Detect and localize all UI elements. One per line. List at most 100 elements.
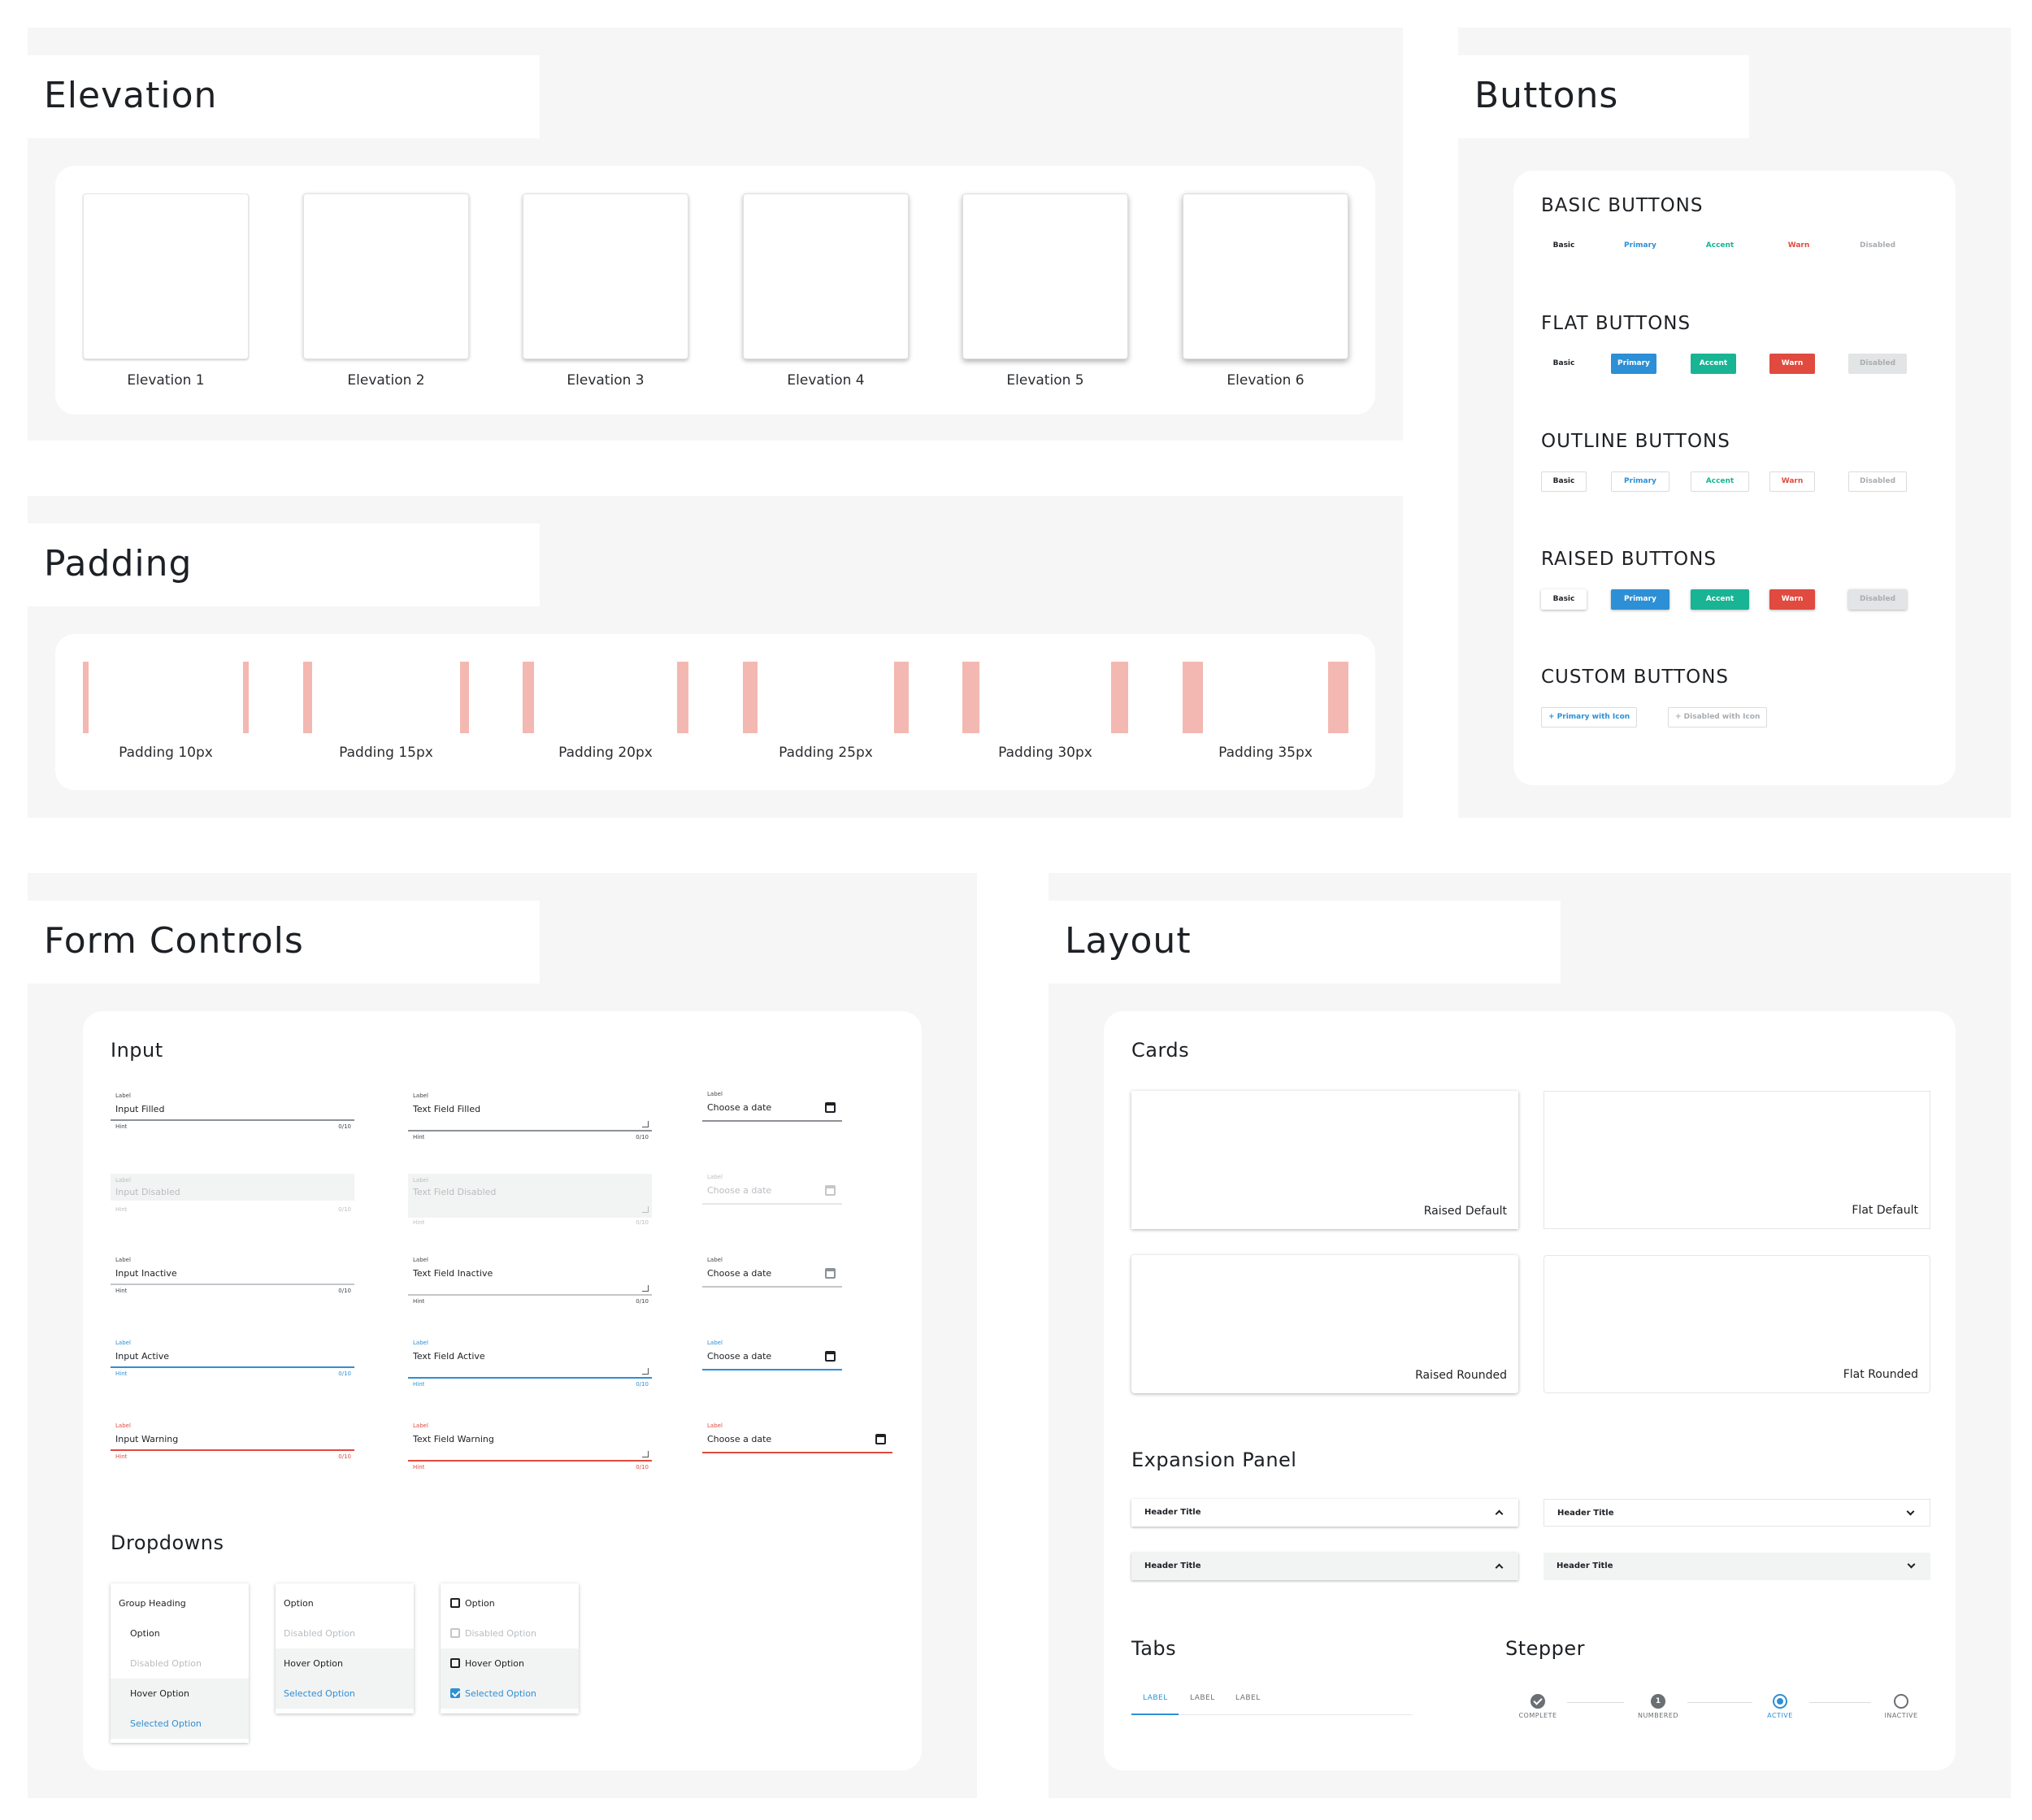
dropdown-checkbox-selected-label: Selected Option — [465, 1688, 536, 1699]
dropdown-hover-option[interactable]: Hover Option — [276, 1648, 414, 1679]
input-filled[interactable]: Label Input Filled Hint 0/10 — [111, 1092, 354, 1138]
elevation-5-label: Elevation 5 — [1006, 372, 1084, 389]
textfield-warning-count: 0/10 — [636, 1464, 649, 1470]
datepicker-filled-underline — [702, 1120, 842, 1122]
basic-buttons-heading: BASIC BUTTONS — [1541, 195, 1704, 216]
datepicker-warning-value: Choose a date — [707, 1434, 772, 1444]
datepicker-inactive[interactable]: Label Choose a date — [702, 1257, 842, 1289]
outline-warn-button[interactable]: Warn — [1769, 471, 1815, 492]
textfield-disabled-hint: Hint — [413, 1219, 425, 1226]
basic-warn-button[interactable]: Warn — [1787, 241, 1810, 250]
input-warning-underline — [111, 1449, 354, 1451]
dropdown-hover-option[interactable]: Hover Option — [111, 1679, 249, 1709]
elevation-5-box — [962, 193, 1128, 359]
raised-basic-button[interactable]: Basic — [1541, 589, 1587, 610]
outline-primary-button[interactable]: Primary — [1611, 471, 1669, 492]
calendar-icon[interactable] — [825, 1351, 836, 1362]
input-inactive-label: Label — [115, 1257, 131, 1263]
step-active[interactable]: ACTIVE — [1748, 1694, 1813, 1719]
textfield-inactive-resize-icon[interactable] — [642, 1285, 649, 1292]
input-inactive[interactable]: Label Input Inactive Hint 0/10 — [111, 1257, 354, 1302]
textfield-filled[interactable]: Label Text Field Filled Hint 0/10 — [408, 1092, 652, 1146]
chevron-up-icon — [1495, 1509, 1504, 1518]
basic-primary-button[interactable]: Primary — [1624, 241, 1656, 250]
textfield-warning[interactable]: Label Text Field Warning Hint 0/10 — [408, 1423, 652, 1476]
dropdown-disabled-option: Disabled Option — [130, 1658, 202, 1669]
calendar-icon[interactable] — [825, 1102, 836, 1113]
checkbox-checked-icon[interactable] — [450, 1688, 460, 1698]
flat-basic-button[interactable]: Basic — [1552, 359, 1575, 367]
raised-accent-button[interactable]: Accent — [1691, 589, 1749, 610]
basic-accent-button[interactable]: Accent — [1705, 241, 1735, 250]
expansion-panel-header[interactable]: Header Title — [1544, 1499, 1930, 1527]
padding-title-tab: Padding — [28, 523, 540, 606]
textfield-filled-count: 0/10 — [636, 1134, 649, 1140]
outline-basic-button[interactable]: Basic — [1541, 471, 1587, 492]
textfield-warning-resize-icon[interactable] — [642, 1451, 649, 1457]
textfield-disabled: Label Text Field Disabled Hint 0/10 — [408, 1174, 652, 1227]
padding-10-left-bar — [83, 662, 89, 733]
datepicker-filled[interactable]: Label Choose a date — [702, 1091, 842, 1123]
checkbox-icon[interactable] — [450, 1658, 460, 1668]
layout-title-tab: Layout — [1049, 901, 1561, 984]
raised-warn-button[interactable]: Warn — [1769, 589, 1815, 610]
textfield-active-resize-icon[interactable] — [642, 1368, 649, 1375]
input-inactive-value: Input Inactive — [115, 1268, 177, 1279]
dropdown-selected-option[interactable]: Selected Option — [276, 1679, 414, 1709]
input-active[interactable]: Label Input Active Hint 0/10 — [111, 1340, 354, 1385]
step-complete[interactable]: COMPLETE — [1505, 1694, 1570, 1719]
raised-primary-button[interactable]: Primary — [1611, 589, 1669, 610]
input-warning[interactable]: Label Input Warning Hint 0/10 — [111, 1423, 354, 1468]
textfield-disabled-value: Text Field Disabled — [413, 1187, 497, 1197]
expansion-panel-header[interactable]: Header Title — [1131, 1553, 1518, 1580]
flat-accent-button[interactable]: Accent — [1691, 354, 1736, 374]
textfield-filled-resize-icon[interactable] — [642, 1121, 649, 1127]
textfield-inactive-value: Text Field Inactive — [413, 1268, 493, 1279]
primary-with-icon-button[interactable]: + Primary with Icon — [1541, 707, 1638, 728]
textfield-active[interactable]: Label Text Field Active Hint 0/10 — [408, 1340, 652, 1393]
calendar-icon[interactable] — [875, 1434, 886, 1444]
expansion-panel-header[interactable]: Header Title — [1544, 1553, 1930, 1580]
input-inactive-underline — [111, 1284, 354, 1285]
step-inactive[interactable]: INACTIVE — [1869, 1694, 1934, 1719]
datepicker-disabled: Label Choose a date — [702, 1174, 842, 1206]
dropdown-checkbox-hover-option[interactable]: Hover Option — [441, 1648, 579, 1679]
outline-accent-button[interactable]: Accent — [1691, 471, 1749, 492]
dropdown-checkbox-selected-option[interactable]: Selected Option — [441, 1679, 579, 1709]
textfield-warning-label: Label — [413, 1423, 428, 1429]
calendar-icon[interactable] — [825, 1268, 836, 1279]
input-disabled-background — [111, 1174, 354, 1201]
datepicker-warning[interactable]: Label Choose a date — [702, 1423, 892, 1455]
dropdown-option[interactable]: Option — [130, 1628, 160, 1639]
input-disabled: Label Input Disabled Hint 0/10 — [111, 1174, 354, 1219]
textfield-disabled-count: 0/10 — [636, 1219, 649, 1226]
layout-title: Layout — [1065, 920, 1192, 962]
radio-inactive-icon — [1894, 1694, 1908, 1709]
flat-warn-button[interactable]: Warn — [1769, 354, 1815, 374]
flat-primary-button[interactable]: Primary — [1611, 354, 1656, 374]
datepicker-active[interactable]: Label Choose a date — [702, 1340, 842, 1372]
input-filled-count: 0/10 — [338, 1123, 351, 1130]
padding-25-label: Padding 25px — [779, 745, 873, 761]
dropdown-checkbox-option[interactable]: Option — [441, 1588, 579, 1618]
dropdown-checkbox-disabled-label: Disabled Option — [465, 1628, 536, 1639]
raised-default-card: Raised Default — [1131, 1091, 1518, 1229]
step-numbered[interactable]: 1 NUMBERED — [1626, 1694, 1691, 1719]
dropdown-option[interactable]: Option — [284, 1598, 314, 1609]
input-filled-underline — [111, 1119, 354, 1121]
step-complete-label: COMPLETE — [1518, 1712, 1557, 1719]
disabled-with-icon-button: + Disabled with Icon — [1668, 707, 1768, 728]
basic-basic-button[interactable]: Basic — [1552, 241, 1575, 250]
tab-label-1[interactable]: LABEL — [1143, 1694, 1168, 1702]
form-controls-title-tab: Form Controls — [28, 901, 540, 984]
input-filled-hint: Hint — [115, 1123, 128, 1130]
tab-label-3[interactable]: LABEL — [1235, 1694, 1261, 1702]
elevation-4-label: Elevation 4 — [787, 372, 865, 389]
flat-disabled-button: Disabled — [1848, 354, 1907, 374]
tab-label-2[interactable]: LABEL — [1190, 1694, 1215, 1702]
expansion-panel-header[interactable]: Header Title — [1131, 1499, 1518, 1527]
input-disabled-value: Input Disabled — [115, 1187, 180, 1197]
dropdown-selected-option[interactable]: Selected Option — [111, 1709, 249, 1739]
textfield-inactive[interactable]: Label Text Field Inactive Hint 0/10 — [408, 1257, 652, 1310]
checkbox-icon[interactable] — [450, 1598, 460, 1608]
